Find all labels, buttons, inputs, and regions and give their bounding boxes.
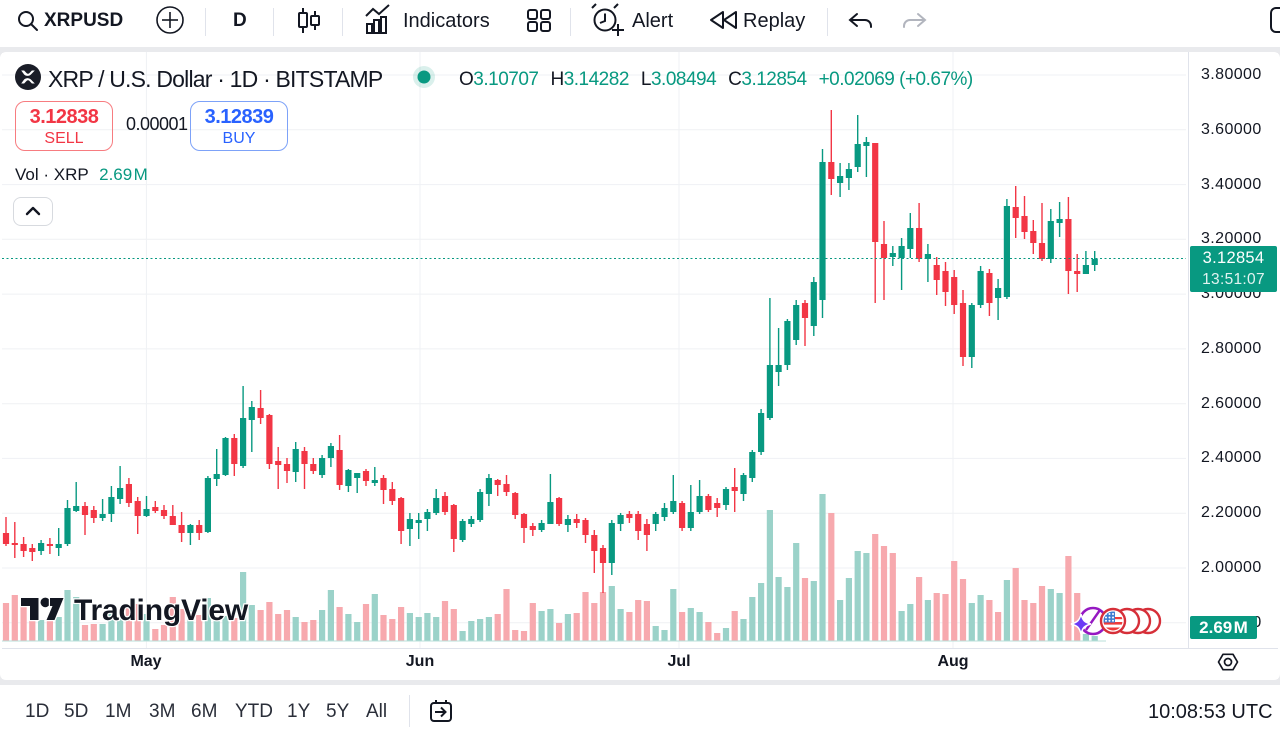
svg-text:TradingView: TradingView <box>74 594 249 627</box>
